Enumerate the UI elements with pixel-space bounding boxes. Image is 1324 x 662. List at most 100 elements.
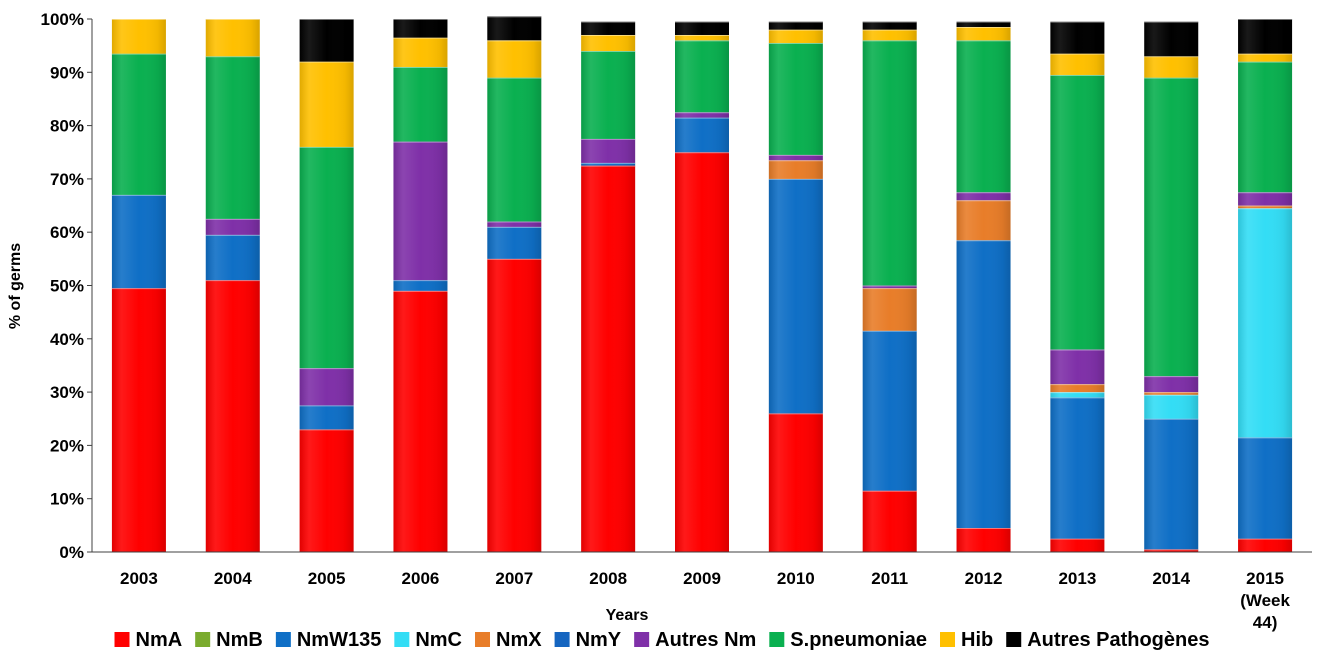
bar-segment-shading (1238, 192, 1293, 206)
bar-segment-shading (487, 16, 542, 41)
legend-swatch (394, 632, 410, 647)
bar-segment-shading (205, 56, 260, 219)
legend-item-nmx: NmX (475, 629, 542, 651)
legend-swatch (634, 632, 650, 647)
bar-segment-shading (1144, 376, 1199, 393)
bar-segment-shading (487, 40, 542, 78)
y-axis-ticks: 0% 10% 20% 30% 40% 50% 60% 70% 80% 90% 100% (41, 10, 92, 562)
bar-stack-2012 (956, 21, 1011, 552)
legend-swatch (1006, 632, 1022, 647)
legend-label: Hib (961, 629, 993, 651)
legend-label: NmY (576, 629, 622, 651)
bar-segment-shading (487, 77, 542, 222)
x-tick-label-2003: 2003 (120, 569, 158, 588)
bar-segment-shading (1050, 538, 1105, 552)
bar-segment-shading (768, 178, 823, 414)
y-tick-label-10: 10% (50, 490, 84, 509)
bar-segment-shading (956, 192, 1011, 201)
legend-swatch (195, 632, 211, 647)
bar-segment-shading (956, 528, 1011, 552)
x-tick-label-2012: 2012 (965, 569, 1003, 588)
bar-segment-shading (862, 40, 917, 286)
legend-item-nmy: NmY (554, 629, 622, 651)
bar-segment-shading (111, 53, 166, 195)
y-tick-label-90: 90% (50, 63, 84, 82)
legend-swatch (475, 632, 491, 647)
bar-stack-2014 (1144, 21, 1199, 552)
bar-segment-shading (862, 285, 917, 289)
y-tick-label-50: 50% (50, 277, 84, 296)
bar-stack-2013 (1050, 21, 1105, 552)
bars-area (111, 16, 1293, 552)
bar-segment-shading (675, 117, 729, 153)
legend-label: NmX (496, 629, 542, 651)
y-axis-title: % of germs (7, 243, 24, 329)
bar-segment-shading (768, 29, 823, 43)
bar-stack-2005 (299, 19, 354, 552)
bar-segment-shading (768, 21, 823, 30)
legend-label: NmW135 (297, 629, 381, 651)
legend-swatch (769, 632, 785, 647)
legend-item-nma: NmA (114, 629, 183, 651)
bar-segment-shading (581, 34, 636, 51)
bar-stack-2015-week-44 (1238, 19, 1293, 552)
bar-segment-shading (675, 21, 729, 35)
y-tick-label-0: 0% (59, 543, 84, 562)
bar-segment-shading (1144, 549, 1199, 552)
bar-segment-shading (487, 221, 542, 227)
bar-segment-shading (581, 50, 636, 139)
bar-segment-shading (299, 368, 354, 406)
x-tick-label-2014: 2014 (1152, 569, 1190, 588)
bar-segment-shading (299, 405, 354, 430)
x-tick-label-2015-week-44: 2015 (Week 44) (1240, 569, 1290, 632)
bar-segment-shading (768, 154, 823, 161)
legend-item-autres-nm: Autres Nm (634, 629, 756, 651)
bar-segment-shading (1144, 418, 1199, 550)
bar-segment-shading (768, 413, 823, 552)
bar-segment-shading (675, 112, 729, 118)
bar-segment-shading (675, 34, 729, 41)
bar-segment-shading (487, 258, 542, 552)
bar-segment-shading (956, 40, 1011, 193)
legend-item-nmw135: NmW135 (275, 629, 381, 651)
bar-stack-2003 (111, 19, 166, 552)
y-tick-label-30: 30% (50, 383, 84, 402)
bar-segment-shading (581, 138, 636, 163)
bar-segment-shading (299, 146, 354, 369)
bar-segment-shading (768, 42, 823, 155)
x-tick-label-2009: 2009 (683, 569, 721, 588)
legend-label: NmA (136, 629, 183, 651)
bar-segment-shading (111, 194, 166, 289)
x-tick-label-2006: 2006 (402, 569, 440, 588)
x-tick-label-2011: 2011 (871, 569, 908, 588)
legend-item-s-pneumoniae: S.pneumoniae (769, 629, 927, 651)
bar-segment-shading (1050, 21, 1105, 54)
legend-label: NmB (216, 629, 263, 651)
bar-segment-shading (393, 141, 448, 281)
bar-segment-shading (205, 19, 260, 57)
x-tick-label-2010: 2010 (777, 569, 815, 588)
bar-segment-shading (862, 490, 917, 552)
bar-segment-shading (862, 330, 917, 491)
legend: NmA NmB NmW135 NmC NmX NmY Autres Nm S.pneumoni… (114, 629, 1209, 651)
bar-segment-shading (393, 19, 448, 38)
bar-segment-shading (581, 162, 636, 166)
bar-segment-shading (1238, 205, 1293, 209)
bar-segment-shading (1238, 538, 1293, 552)
y-tick-label-70: 70% (50, 170, 84, 189)
legend-swatch (554, 632, 570, 647)
bar-segment-shading (675, 152, 729, 552)
bar-segment-shading (1050, 349, 1105, 385)
bar-segment-shading (111, 19, 166, 54)
bar-segment-shading (1144, 56, 1199, 78)
y-tick-label-60: 60% (50, 223, 84, 242)
bar-segment-shading (299, 61, 354, 147)
legend-label: NmC (415, 629, 462, 651)
bar-segment-shading (205, 234, 260, 281)
legend-item-hib: Hib (940, 629, 993, 651)
bar-segment-shading (299, 429, 354, 552)
bar-stack-2011 (862, 21, 917, 552)
bar-segment-shading (393, 66, 448, 142)
legend-label: Autres Pathogènes (1027, 629, 1209, 651)
bar-segment-shading (862, 288, 917, 331)
